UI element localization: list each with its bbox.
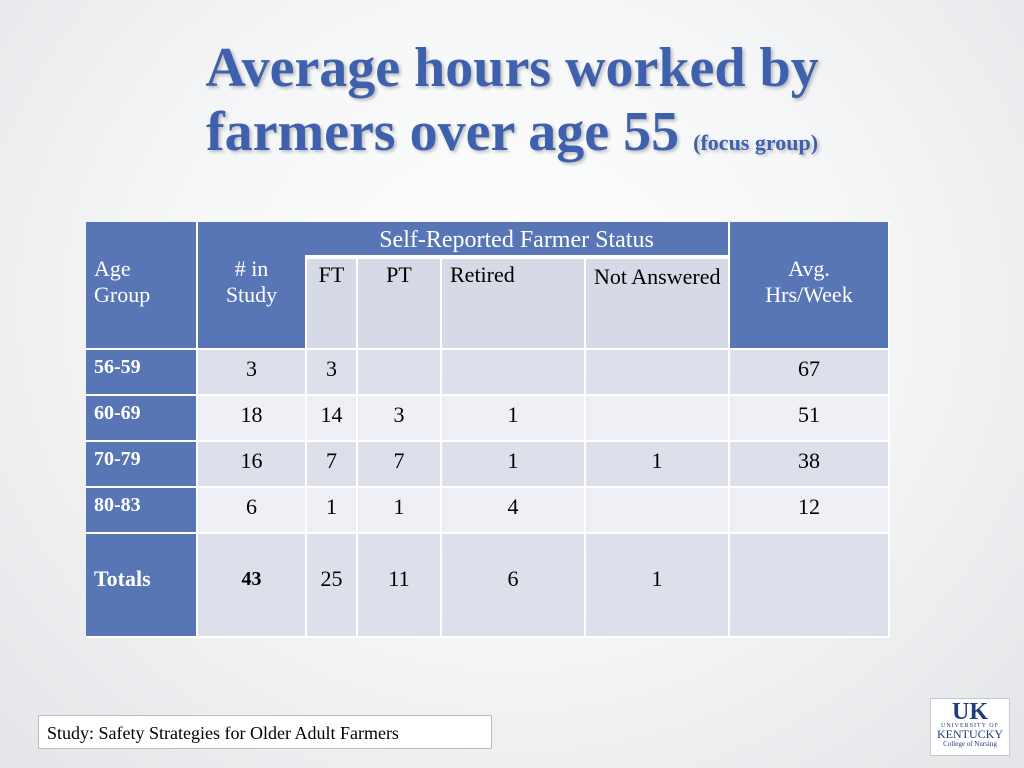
study-footer: Study: Safety Strategies for Older Adult… bbox=[38, 715, 492, 749]
totals-label: Totals bbox=[86, 534, 198, 638]
header-age-line2: Group bbox=[94, 282, 151, 307]
table-row: 70-79 16 7 7 1 1 38 bbox=[86, 442, 890, 488]
header-avg-line2: Hrs/Week bbox=[765, 282, 853, 307]
totals-study: 43 bbox=[198, 534, 307, 638]
logo-university-of: UNIVERSITY OF bbox=[941, 723, 999, 729]
row-ft: 3 bbox=[307, 350, 358, 396]
header-study-line2: Study bbox=[225, 282, 278, 307]
header-ft: FT bbox=[307, 258, 358, 350]
row-pt bbox=[358, 350, 442, 396]
logo-mark: UK bbox=[952, 699, 988, 725]
status-group-header: Self-Reported Farmer Status bbox=[305, 222, 728, 258]
totals-avg bbox=[730, 534, 890, 638]
table-row: 80-83 6 1 1 4 12 bbox=[86, 488, 890, 534]
row-avg: 51 bbox=[730, 396, 890, 442]
row-retired bbox=[442, 350, 586, 396]
row-avg: 12 bbox=[730, 488, 890, 534]
slide-title: Average hours worked by farmers over age… bbox=[0, 36, 1024, 175]
title-line-1: Average hours worked by bbox=[205, 37, 819, 99]
status-header-divider bbox=[305, 255, 728, 259]
row-not-answered bbox=[586, 488, 730, 534]
row-age: 70-79 bbox=[86, 442, 198, 488]
table-row: 60-69 18 14 3 1 51 bbox=[86, 396, 890, 442]
row-pt: 7 bbox=[358, 442, 442, 488]
hours-table: Age Group # in Study Avg. Hrs/Week FT PT… bbox=[86, 222, 890, 638]
row-age: 80-83 bbox=[86, 488, 198, 534]
row-ft: 14 bbox=[307, 396, 358, 442]
row-ft: 1 bbox=[307, 488, 358, 534]
logo-college: College of Nursing bbox=[943, 740, 997, 748]
header-in-study: # in Study bbox=[198, 222, 307, 350]
row-study: 18 bbox=[198, 396, 307, 442]
row-not-answered: 1 bbox=[586, 442, 730, 488]
uk-logo: UK UNIVERSITY OF KENTUCKY College of Nur… bbox=[930, 698, 1010, 756]
logo-kentucky: KENTUCKY bbox=[937, 727, 1003, 741]
totals-ft: 25 bbox=[307, 534, 358, 638]
totals-pt: 11 bbox=[358, 534, 442, 638]
totals-not-answered: 1 bbox=[586, 534, 730, 638]
header-age-group: Age Group bbox=[86, 222, 198, 350]
header-retired: Retired bbox=[442, 258, 586, 350]
header-age-line1: Age bbox=[94, 256, 131, 281]
header-study-line1: # in bbox=[234, 256, 269, 281]
row-retired: 1 bbox=[442, 442, 586, 488]
row-ft: 7 bbox=[307, 442, 358, 488]
header-not-answered: Not Answered bbox=[586, 258, 730, 350]
row-not-answered bbox=[586, 350, 730, 396]
row-pt: 1 bbox=[358, 488, 442, 534]
row-age: 60-69 bbox=[86, 396, 198, 442]
table-row: 56-59 3 3 67 bbox=[86, 350, 890, 396]
row-avg: 38 bbox=[730, 442, 890, 488]
row-retired: 1 bbox=[442, 396, 586, 442]
header-avg-line1: Avg. bbox=[788, 256, 830, 281]
row-avg: 67 bbox=[730, 350, 890, 396]
header-avg-hrs: Avg. Hrs/Week bbox=[730, 222, 890, 350]
title-line-2: farmers over age 55 (focus group) bbox=[0, 100, 1024, 175]
title-line-2-main: farmers over age 55 bbox=[205, 101, 680, 163]
row-study: 16 bbox=[198, 442, 307, 488]
row-retired: 4 bbox=[442, 488, 586, 534]
header-pt: PT bbox=[358, 258, 442, 350]
title-suffix: (focus group) bbox=[693, 130, 819, 155]
row-not-answered bbox=[586, 396, 730, 442]
totals-row: Totals 43 25 11 6 1 bbox=[86, 534, 890, 638]
row-age: 56-59 bbox=[86, 350, 198, 396]
row-study: 3 bbox=[198, 350, 307, 396]
row-pt: 3 bbox=[358, 396, 442, 442]
totals-retired: 6 bbox=[442, 534, 586, 638]
row-study: 6 bbox=[198, 488, 307, 534]
